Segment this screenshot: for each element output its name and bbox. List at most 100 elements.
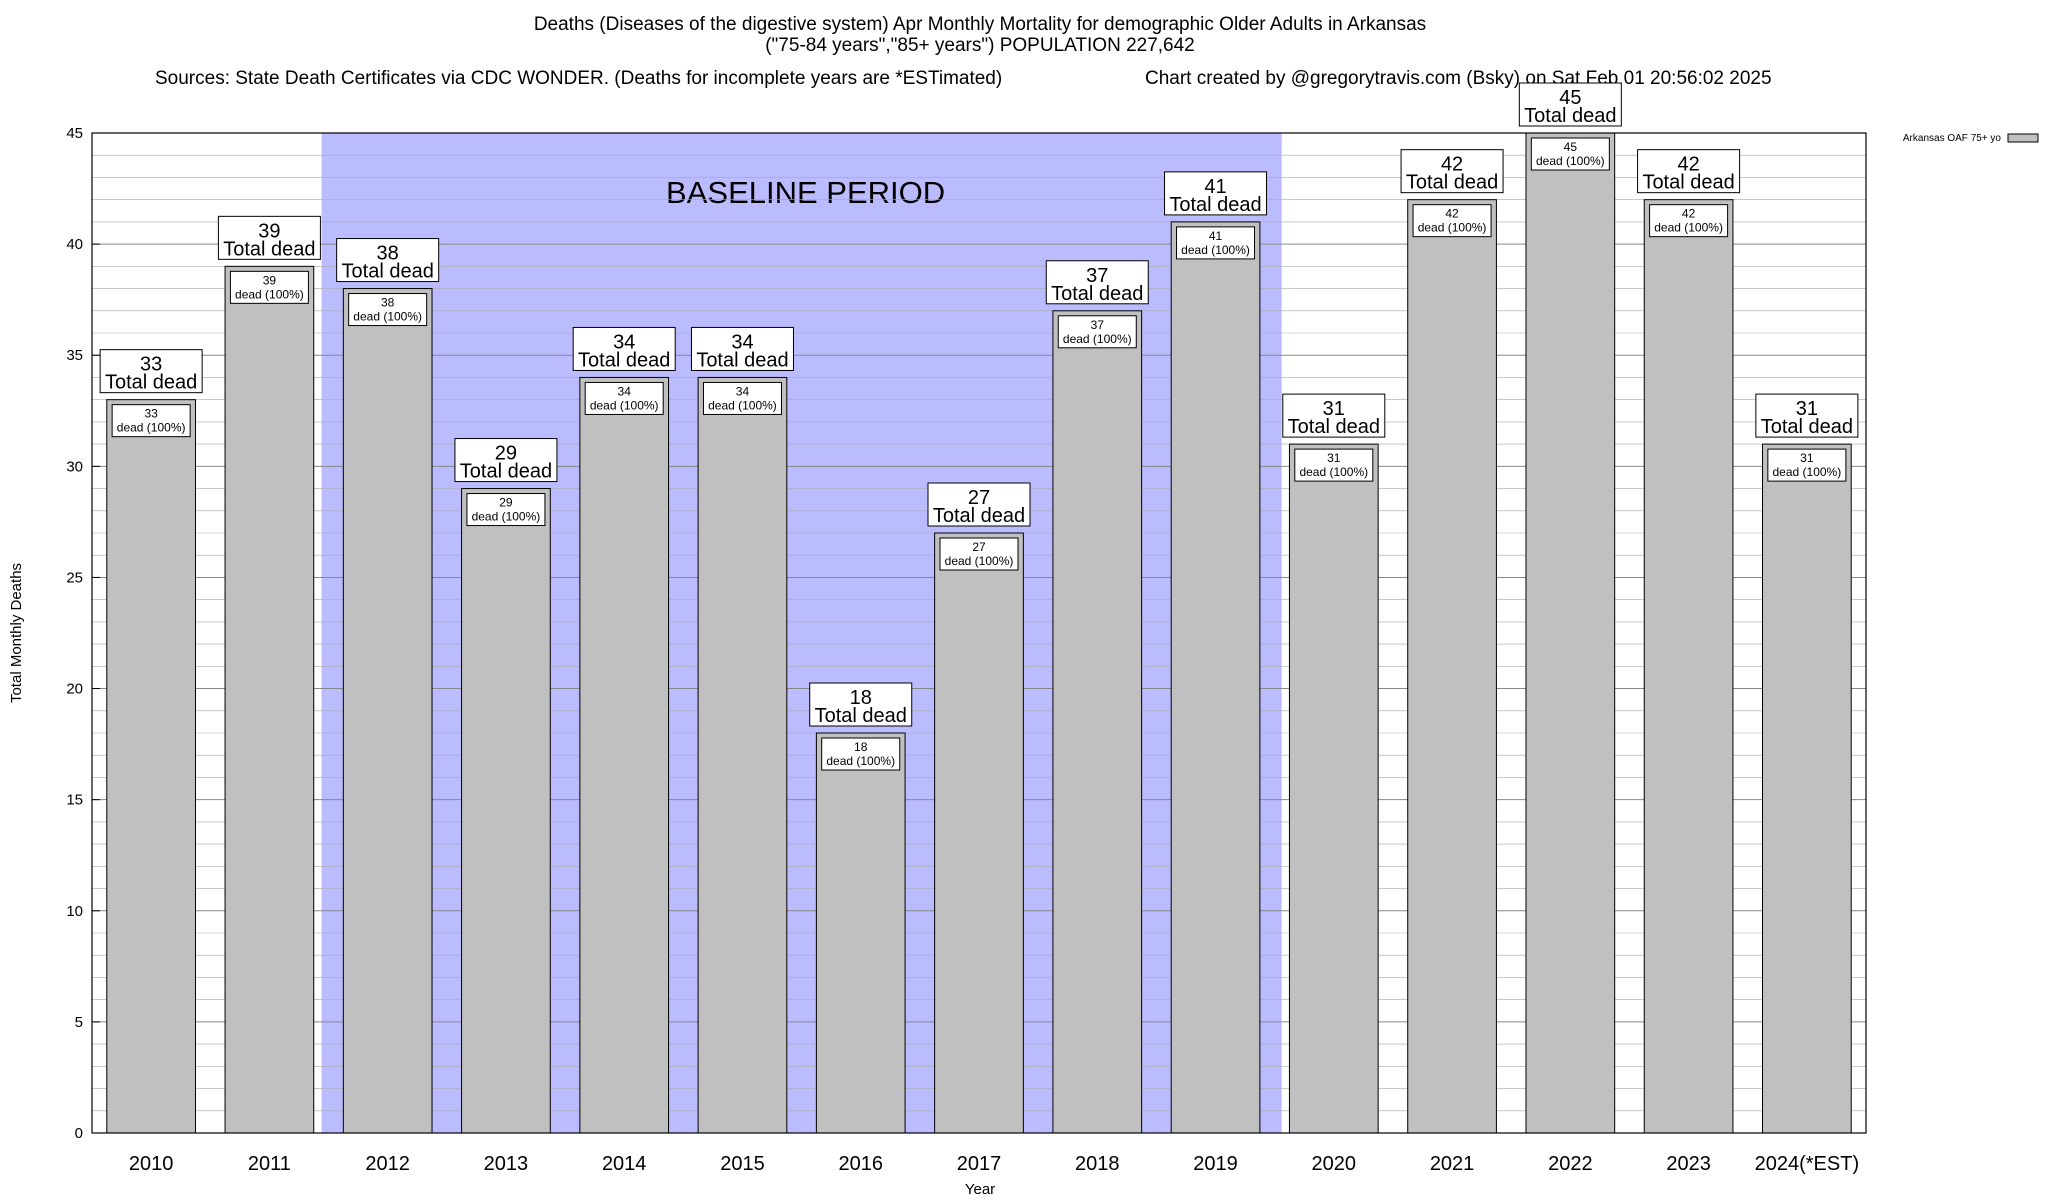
bar-total-label: Total dead [578,349,670,371]
bar-inner-value: 34 [618,384,632,398]
bar-inner-label-box [348,293,428,327]
y-tick-label: 40 [66,236,83,253]
bar [1288,443,1379,1134]
bar-total-label: Total dead [1288,416,1380,438]
bar-total-label: Total dead [1169,194,1261,216]
bar-total-value: 18 [850,687,872,709]
bar-total-label: Total dead [1761,416,1853,438]
bar-total-label-box [1045,260,1149,305]
x-tick-label: 2023 [1666,1153,1711,1175]
x-tick-label: 2024(*EST) [1755,1153,1860,1175]
x-tick-label: 2022 [1548,1153,1593,1175]
bar-total-label-box [690,326,794,371]
bar-total-label-box [1637,149,1741,194]
y-axis-label: Total Monthly Deaths [8,563,25,703]
y-tick-label: 35 [66,347,83,364]
bar-total-label: Total dead [815,705,907,727]
bar-inner-value: 31 [1327,451,1341,465]
y-tick-label: 10 [66,903,83,920]
y-tick-label: 30 [66,458,83,475]
bar-inner-label-box [702,381,782,415]
bar-layer [106,132,1852,1134]
bar-total-label: Total dead [223,238,315,260]
bar-total-label-box [217,215,321,260]
bar-inner-label-box [1176,226,1256,260]
plot-frame [91,132,1867,1134]
bar-total-label: Total dead [933,505,1025,527]
bar-total-value: 34 [731,331,753,353]
bar-inner-value: 34 [736,384,750,398]
bar-inner-value: 42 [1445,207,1459,221]
bar-inner-label-box [466,493,546,527]
bar-inner-label-box [939,537,1019,571]
bar-inner-value: 41 [1209,229,1223,243]
legend-label: Arkansas OAF 75+ yo [1903,133,2002,144]
bar-inner-label: dead (100%) [1418,221,1487,235]
x-tick-label: 2013 [484,1153,529,1175]
bar-total-label: Total dead [342,261,434,283]
bar [1052,310,1143,1134]
bar-total-value: 42 [1441,154,1463,176]
bar-inner-label-box [1294,448,1374,482]
bar-inner-label: dead (100%) [472,510,541,524]
bar [815,732,906,1134]
bar-total-label: Total dead [1524,105,1616,127]
bar-total-value: 29 [495,443,517,465]
bar-total-label-box [99,349,203,394]
bar-inner-value: 37 [1091,318,1105,332]
y-tick-label: 5 [75,1014,83,1031]
x-axis-label: Year [965,1181,995,1198]
bar-total-label-box [1164,171,1268,216]
bar-inner-label-box [1412,204,1492,238]
bar-total-label-box [572,326,676,371]
bar-total-label: Total dead [1406,172,1498,194]
x-tick-label: 2020 [1312,1153,1357,1175]
bar-total-label-box [1755,393,1859,438]
bar-total-value: 37 [1086,265,1108,287]
bar [1643,199,1734,1134]
y-tick-label: 20 [66,681,83,698]
bar-inner-label: dead (100%) [1654,221,1723,235]
bar-inner-value: 29 [499,496,513,510]
bar-inner-value: 42 [1682,207,1696,221]
bar-total-value: 34 [613,331,635,353]
bar [1762,443,1852,1134]
bar [342,288,433,1134]
bar-inner-label-box [229,270,309,304]
x-tick-label: 2012 [365,1153,410,1175]
chart-sources: Sources: State Death Certificates via CD… [155,68,1003,89]
bar-total-label-box [1282,393,1386,438]
bar [1407,199,1497,1134]
bar-inner-label: dead (100%) [945,554,1014,568]
bar-inner-label: dead (100%) [708,398,777,412]
bar-inner-value: 33 [144,407,158,421]
bar-inner-value: 45 [1564,140,1578,154]
bar-inner-label-box [1530,137,1610,171]
bar-inner-label: dead (100%) [353,310,422,324]
x-tick-label: 2010 [129,1153,174,1175]
x-tick-label: 2019 [1193,1153,1238,1175]
axis-layer: 0 5 10 15 20 25 30 35 40 45 2010 2011 2012 2013 2014 20… [66,125,1859,1175]
bar-inner-value: 27 [972,540,986,554]
x-tick-label: 2015 [720,1153,765,1175]
bar-inner-label-box [1649,204,1729,238]
y-tick-label: 45 [66,125,83,142]
bar-total-label: Total dead [1051,283,1143,305]
chart-title: Deaths (Diseases of the digestive system… [533,14,1427,35]
baseline-label: BASELINE PERIOD [666,175,945,210]
bar-inner-value: 18 [854,740,868,754]
bar-inner-label-box [1767,448,1847,482]
bar-total-label: Total dead [460,461,552,483]
bar-total-value: 41 [1204,176,1226,198]
bar-inner-value: 38 [381,296,395,310]
bar-inner-value: 39 [263,273,277,287]
bar-inner-label-box [111,404,191,438]
bar-total-value: 33 [140,354,162,376]
bar [224,265,315,1134]
bar-total-label-box [927,482,1031,527]
bar-inner-label: dead (100%) [590,398,659,412]
x-tick-label: 2017 [957,1153,1002,1175]
bar-inner-label: dead (100%) [235,287,304,301]
